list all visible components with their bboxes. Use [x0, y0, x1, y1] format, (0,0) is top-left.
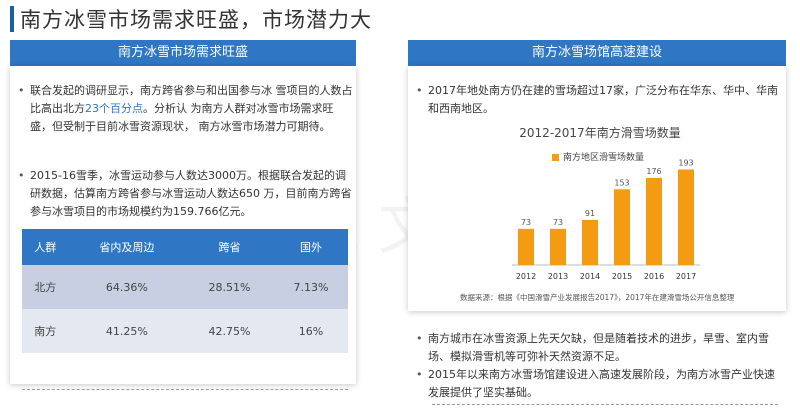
data-label-2016: 176	[646, 167, 661, 176]
left-section-header: 南方冰雪市场需求旺盛	[10, 40, 356, 66]
data-label-2013: 73	[553, 218, 563, 227]
bar-2013	[550, 228, 566, 265]
left-footer-divider	[22, 389, 348, 390]
left-bullet-1-pre: 联合发起的调研显示，南方跨省参与和出国参与冰 雪项目的人数占比高出北方	[30, 84, 353, 115]
ski-resort-chart: 2012-2017年南方滑雪场数量 南方地区滑雪场数量 73 2012 73 2013…	[430, 118, 770, 308]
table-cell: 南方	[22, 309, 69, 353]
legend-swatch	[552, 154, 559, 161]
table-header-cell: 人群	[22, 229, 69, 265]
table-cell: 16%	[273, 309, 348, 353]
bar-chart-svg: 73 2012 73 2013 91 2014 153 2015 176 2016 193 2017	[512, 158, 700, 281]
x-tick-2012: 2012	[516, 272, 536, 281]
right-bullet-1: 2017年地处南方仍在建的雪场超过17家，广泛分布在华东、华中、华南和西南地区。	[414, 82, 782, 118]
x-tick-2014: 2014	[580, 272, 600, 281]
market-table: 人群 省内及周边 跨省 国外 北方 64.36% 28.51% 7.13% 南方…	[22, 229, 348, 353]
table-cell: 北方	[22, 265, 69, 309]
bar-2015	[614, 189, 630, 265]
right-bullet-2: 南方城市在冰雪资源上先天欠缺，但是随着技术的进步，旱雪、室内雪场、模拟滑雪机等可…	[414, 330, 782, 366]
title-accent-bar	[10, 6, 14, 32]
left-bullet-1: 联合发起的调研显示，南方跨省参与和出国参与冰 雪项目的人数占比高出北方23个百分…	[16, 82, 354, 136]
x-tick-2015: 2015	[612, 272, 632, 281]
table-cell: 7.13%	[273, 265, 348, 309]
table-cell: 42.75%	[185, 309, 274, 353]
bar-2012	[518, 228, 534, 265]
right-section-header: 南方冰雪场馆高速建设	[408, 40, 786, 66]
table-header-cell: 跨省	[185, 229, 274, 265]
table-row: 北方 64.36% 28.51% 7.13%	[22, 265, 348, 309]
bar-2016	[646, 177, 662, 265]
right-bullet-3: 2015年以来南方冰雪场馆建设进入高速发展阶段，为南方冰雪产业快速发展提供了坚实…	[414, 366, 782, 402]
table-header-row: 人群 省内及周边 跨省 国外	[22, 229, 348, 265]
table-cell: 64.36%	[68, 265, 186, 309]
bar-2014	[582, 219, 598, 265]
bar-2017	[678, 169, 694, 265]
table-header-cell: 国外	[273, 229, 348, 265]
chart-title: 2012-2017年南方滑雪场数量	[519, 126, 681, 140]
table-cell: 41.25%	[68, 309, 186, 353]
data-label-2012: 73	[521, 218, 531, 227]
data-label-2014: 91	[585, 209, 595, 218]
table-row: 南方 41.25% 42.75% 16%	[22, 309, 348, 353]
left-bullet-2: 2015-16雪季，冰雪运动参与人数达3000万。根据联合发起的调研数据，估算南…	[16, 167, 354, 221]
data-label-2015: 153	[614, 178, 629, 187]
x-tick-2016: 2016	[644, 272, 664, 281]
data-label-2017: 193	[678, 158, 693, 167]
x-tick-2013: 2013	[548, 272, 568, 281]
table-cell: 28.51%	[185, 265, 274, 309]
x-tick-2017: 2017	[676, 272, 696, 281]
table-header-cell: 省内及周边	[68, 229, 186, 265]
page-title: 南方冰雪市场需求旺盛，市场潜力大	[20, 8, 372, 32]
left-bullet-1-highlight: 23个百分点	[85, 102, 143, 115]
legend-label: 南方地区滑雪场数量	[563, 153, 645, 163]
chart-legend: 南方地区滑雪场数量	[552, 150, 644, 163]
chart-source: 数据来源：根据《中国滑雪产业发展报告2017》，2017年在建滑雪场公开信息整理	[460, 293, 735, 302]
left-bullet-1-post: 。分析认 为南方人群对冰雪市场需求旺盛，但受制于目前冰雪资源现状， 南方冰雪市场…	[30, 102, 334, 133]
right-footer-divider	[432, 404, 778, 405]
